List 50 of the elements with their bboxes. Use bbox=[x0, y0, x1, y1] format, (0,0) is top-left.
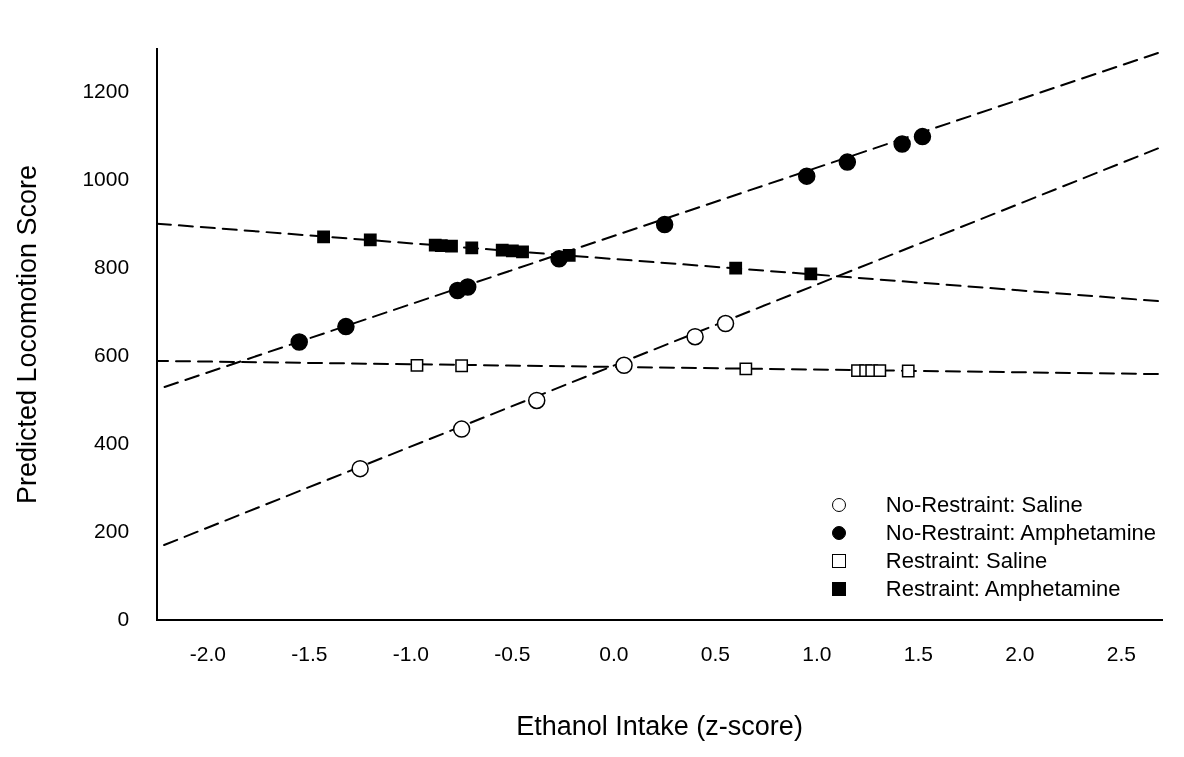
legend-label: Restraint: Amphetamine bbox=[885, 575, 1121, 603]
point bbox=[290, 333, 308, 351]
y-tick-label: 200 bbox=[94, 519, 130, 543]
legend-label: Restraint: Saline bbox=[885, 547, 1048, 575]
point bbox=[873, 364, 887, 377]
point bbox=[913, 127, 932, 146]
point bbox=[901, 364, 915, 378]
point bbox=[363, 233, 377, 247]
x-axis-title: Ethanol Intake (z-score) bbox=[516, 711, 803, 742]
point bbox=[465, 241, 479, 255]
y-tick-label: 800 bbox=[94, 255, 130, 279]
y-tick-label: 400 bbox=[94, 431, 130, 455]
point bbox=[797, 167, 816, 185]
point bbox=[550, 250, 568, 268]
legend-label: No-Restraint: Amphetamine bbox=[885, 519, 1156, 547]
x-tick-label: -0.5 bbox=[494, 641, 531, 665]
x-tick-label: 1.0 bbox=[802, 641, 832, 665]
point bbox=[615, 356, 633, 375]
x-tick-label: -1.5 bbox=[291, 641, 328, 665]
point bbox=[838, 153, 857, 171]
point bbox=[452, 420, 471, 438]
x-tick-label: 2.0 bbox=[1005, 641, 1035, 665]
point bbox=[804, 267, 818, 281]
y-axis-title: Predicted Locomotion Score bbox=[11, 164, 42, 505]
point bbox=[516, 245, 529, 259]
point bbox=[686, 327, 704, 346]
legend-label: No-Restraint: Saline bbox=[885, 491, 1083, 519]
point bbox=[410, 358, 424, 372]
x-tick-label: 0.5 bbox=[700, 641, 730, 665]
point bbox=[458, 278, 477, 296]
point bbox=[455, 359, 469, 373]
x-tick-label: 1.5 bbox=[903, 641, 933, 665]
point bbox=[893, 135, 911, 153]
x-tick-label: -1.0 bbox=[392, 641, 429, 665]
point bbox=[739, 362, 753, 376]
point bbox=[445, 239, 458, 253]
point bbox=[716, 314, 735, 333]
point bbox=[527, 391, 546, 410]
point bbox=[655, 215, 674, 234]
x-tick-label: -2.0 bbox=[189, 641, 226, 665]
x-tick-label: 0.0 bbox=[599, 641, 629, 665]
x-tick-label: 2.5 bbox=[1106, 641, 1136, 665]
y-tick-label: 0 bbox=[117, 607, 130, 631]
y-tick-label: 1000 bbox=[82, 167, 130, 191]
point bbox=[351, 459, 369, 478]
point bbox=[337, 317, 355, 336]
y-tick-label: 1200 bbox=[82, 79, 130, 103]
point bbox=[729, 261, 743, 275]
y-tick-label: 600 bbox=[94, 343, 130, 367]
point bbox=[317, 230, 330, 244]
